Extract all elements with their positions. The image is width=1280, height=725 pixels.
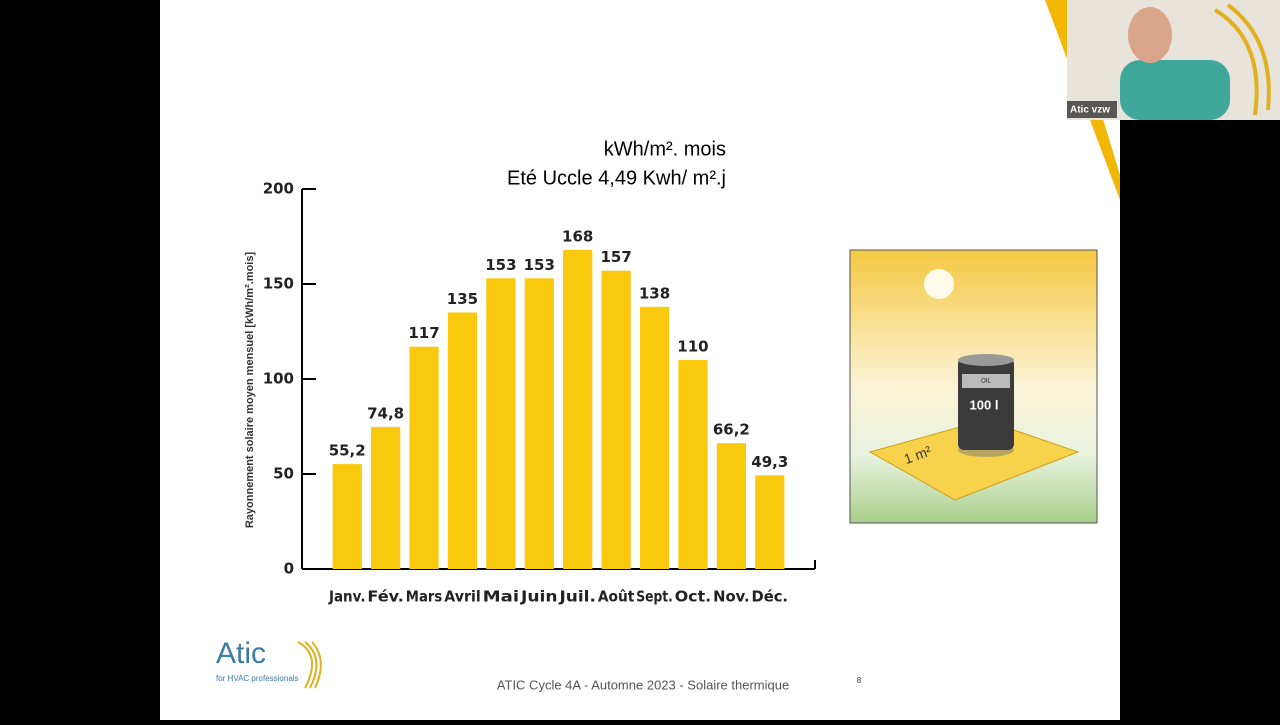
oil-label: OIL bbox=[981, 379, 991, 385]
x-tick-label: Août bbox=[598, 588, 634, 606]
x-tick-label: Déc. bbox=[752, 588, 788, 606]
bar bbox=[678, 360, 708, 569]
bar bbox=[563, 249, 593, 570]
participant-head bbox=[1128, 7, 1172, 63]
video-tile: Atic vzw bbox=[1067, 0, 1280, 120]
bar bbox=[716, 443, 746, 569]
barrel-top bbox=[958, 354, 1014, 366]
title-line: Eté Uccle 4,49 Kwh/ m².j bbox=[507, 167, 726, 189]
page-number: 8 bbox=[857, 676, 862, 685]
value-label: 110 bbox=[677, 338, 708, 356]
value-label: 74,8 bbox=[367, 404, 404, 422]
bar bbox=[409, 346, 439, 569]
value-label: 138 bbox=[639, 284, 670, 302]
x-tick-label: Janv. bbox=[328, 588, 365, 606]
y-tick-label: 150 bbox=[263, 275, 294, 293]
value-label: 117 bbox=[408, 324, 439, 342]
footer: ATIC Cycle 4A - Automne 2023 - Solaire t… bbox=[497, 677, 789, 692]
x-tick-label: Avril bbox=[444, 588, 480, 606]
barrel-band bbox=[962, 374, 1010, 388]
bar bbox=[524, 278, 554, 569]
x-tick-label: Oct. bbox=[675, 588, 711, 606]
participant bbox=[1120, 60, 1230, 120]
value-label: 66,2 bbox=[713, 421, 750, 439]
sun bbox=[924, 269, 954, 299]
bar bbox=[371, 426, 401, 569]
x-tick-label: Nov. bbox=[713, 588, 749, 606]
logo-tagline: for HVAC professionals bbox=[216, 674, 299, 683]
name-tag bbox=[1067, 101, 1117, 118]
y-axis-label: Rayonnement solaire moyen mensuel [kWh/m… bbox=[244, 252, 256, 529]
value-label: 55,2 bbox=[329, 442, 366, 460]
y-tick-label: 50 bbox=[273, 465, 294, 483]
value-label: 135 bbox=[447, 290, 478, 308]
barrel-label: 100 l bbox=[970, 397, 999, 412]
y-tick-label: 0 bbox=[284, 560, 294, 578]
bar bbox=[486, 278, 516, 569]
value-label: 157 bbox=[600, 248, 631, 266]
y-tick-label: 100 bbox=[263, 370, 294, 388]
logo: Atic bbox=[216, 637, 266, 670]
illustration: OIL 100 l 1 m² bbox=[849, 249, 1098, 524]
x-tick-label: Mai bbox=[483, 588, 519, 606]
value-label: 168 bbox=[562, 227, 593, 245]
video-logo-mark bbox=[1213, 3, 1271, 116]
value-label: 49,3 bbox=[751, 453, 788, 471]
x-tick-label: Mars bbox=[406, 588, 443, 606]
bar bbox=[601, 270, 631, 569]
value-label: 153 bbox=[524, 256, 555, 274]
plate bbox=[868, 419, 1080, 501]
logo-mark bbox=[297, 641, 322, 689]
x-tick-label: Fév. bbox=[367, 588, 403, 606]
bar bbox=[332, 464, 362, 569]
bar bbox=[755, 475, 785, 569]
y-tick-label: 200 bbox=[263, 180, 294, 198]
bar bbox=[639, 306, 670, 569]
participant-name: Atic vzw bbox=[1070, 105, 1110, 116]
title-line: kWh/m². mois bbox=[604, 138, 726, 160]
x-tick-label: Juin bbox=[520, 588, 558, 606]
x-tick-label: Sept. bbox=[636, 588, 672, 606]
x-tick-label: Juil. bbox=[558, 588, 596, 606]
bar bbox=[447, 312, 478, 569]
value-label: 153 bbox=[485, 256, 516, 274]
